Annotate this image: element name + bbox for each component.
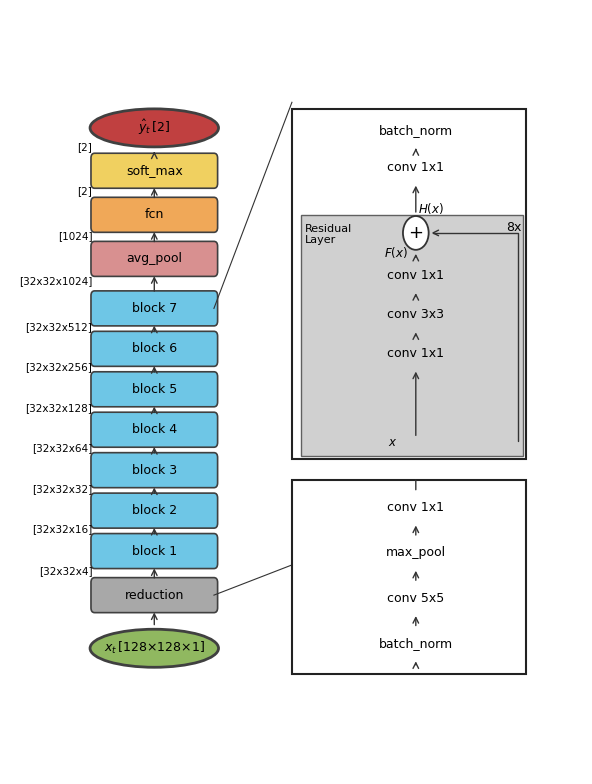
- Text: $F(x)$: $F(x)$: [384, 245, 408, 260]
- Text: block 6: block 6: [132, 343, 177, 355]
- Text: conv 1x1: conv 1x1: [387, 501, 445, 514]
- FancyBboxPatch shape: [91, 578, 218, 612]
- Text: $x$: $x$: [388, 436, 398, 449]
- Text: batch_norm: batch_norm: [379, 637, 453, 650]
- FancyBboxPatch shape: [343, 580, 488, 616]
- Text: [32x32x4]: [32x32x4]: [38, 567, 92, 576]
- Text: block 3: block 3: [132, 463, 177, 477]
- FancyBboxPatch shape: [343, 626, 488, 662]
- Text: block 4: block 4: [132, 423, 177, 436]
- FancyBboxPatch shape: [91, 241, 218, 277]
- FancyBboxPatch shape: [343, 336, 488, 372]
- Text: [32x32x128]: [32x32x128]: [25, 403, 92, 413]
- FancyBboxPatch shape: [91, 291, 218, 326]
- FancyBboxPatch shape: [343, 535, 488, 571]
- FancyBboxPatch shape: [91, 412, 218, 447]
- Text: [32x32x64]: [32x32x64]: [32, 444, 92, 453]
- Text: max_pool: max_pool: [386, 546, 446, 559]
- FancyBboxPatch shape: [343, 489, 488, 526]
- Text: $H(x)$: $H(x)$: [418, 201, 444, 216]
- Text: avg_pool: avg_pool: [126, 252, 182, 266]
- Text: conv 3x3: conv 3x3: [387, 308, 445, 321]
- FancyBboxPatch shape: [91, 332, 218, 366]
- Text: conv 1x1: conv 1x1: [387, 347, 445, 360]
- Text: reduction: reduction: [124, 589, 184, 601]
- Text: [32x32x256]: [32x32x256]: [25, 362, 92, 372]
- Ellipse shape: [90, 109, 218, 147]
- FancyBboxPatch shape: [343, 150, 488, 186]
- FancyBboxPatch shape: [91, 534, 218, 568]
- Text: [32x32x1024]: [32x32x1024]: [19, 276, 92, 286]
- Text: block 7: block 7: [131, 302, 177, 315]
- Text: [2]: [2]: [78, 186, 92, 196]
- Ellipse shape: [90, 630, 218, 667]
- FancyBboxPatch shape: [91, 452, 218, 488]
- Text: [32x32x16]: [32x32x16]: [32, 524, 92, 535]
- Text: block 5: block 5: [131, 383, 177, 396]
- FancyBboxPatch shape: [301, 215, 523, 456]
- Text: block 1: block 1: [132, 545, 177, 557]
- FancyBboxPatch shape: [91, 198, 218, 232]
- Text: conv 1x1: conv 1x1: [387, 162, 445, 174]
- Text: 8x: 8x: [506, 221, 522, 234]
- Text: block 2: block 2: [132, 504, 177, 517]
- Text: Residual
Layer: Residual Layer: [305, 224, 352, 245]
- Text: soft_max: soft_max: [126, 164, 183, 177]
- Text: fcn: fcn: [144, 209, 164, 221]
- FancyBboxPatch shape: [91, 153, 218, 188]
- Circle shape: [403, 216, 429, 250]
- Text: $\hat{y}_t\,[2]$: $\hat{y}_t\,[2]$: [138, 118, 170, 137]
- FancyBboxPatch shape: [91, 493, 218, 528]
- Text: [32x32x32]: [32x32x32]: [32, 484, 92, 494]
- FancyBboxPatch shape: [343, 296, 488, 332]
- FancyBboxPatch shape: [292, 109, 526, 459]
- Text: [1024]: [1024]: [58, 231, 92, 241]
- Text: batch_norm: batch_norm: [379, 124, 453, 136]
- FancyBboxPatch shape: [343, 112, 488, 148]
- Text: $x_t\,[128{\times}128{\times}1]$: $x_t\,[128{\times}128{\times}1]$: [104, 641, 205, 656]
- Text: [2]: [2]: [78, 142, 92, 152]
- FancyBboxPatch shape: [292, 481, 526, 673]
- FancyBboxPatch shape: [343, 257, 488, 293]
- Text: conv 5x5: conv 5x5: [387, 592, 445, 604]
- Text: conv 1x1: conv 1x1: [387, 269, 445, 281]
- Text: +: +: [408, 224, 423, 242]
- FancyBboxPatch shape: [91, 372, 218, 407]
- Text: [32x32x512]: [32x32x512]: [25, 322, 92, 332]
